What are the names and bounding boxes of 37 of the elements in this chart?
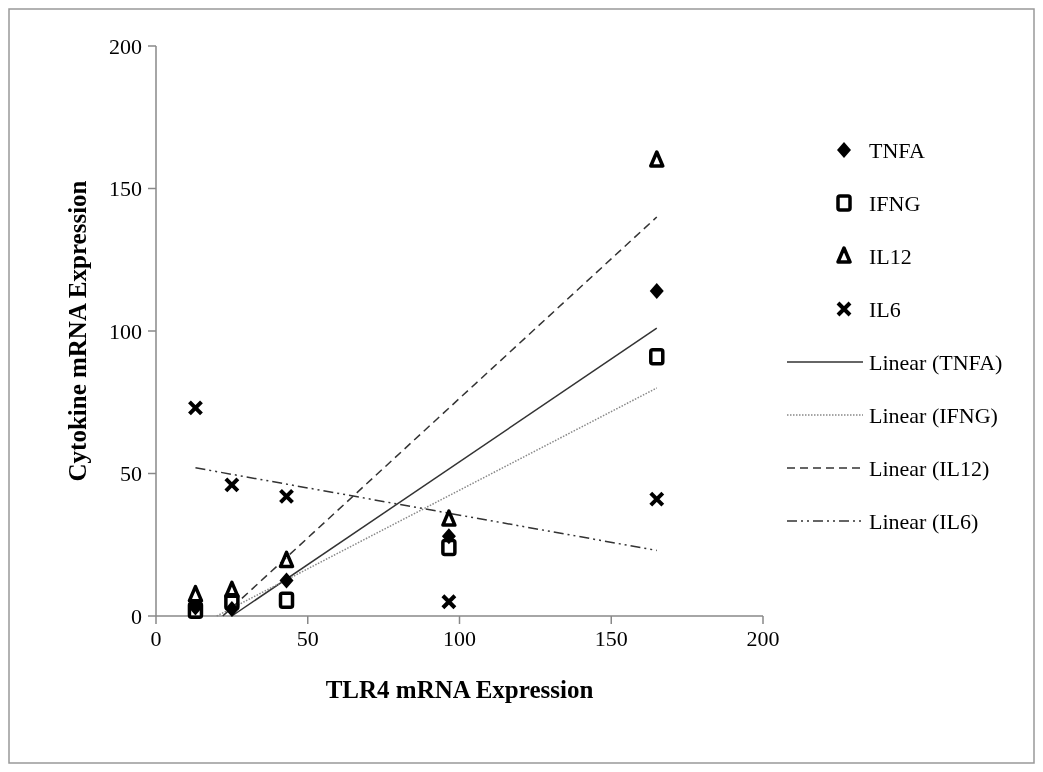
y-tick-label: 50 [120, 461, 142, 487]
legend-label: IL12 [869, 243, 912, 269]
point [649, 283, 664, 300]
point [223, 476, 240, 493]
legend-label: Linear (TNFA) [869, 349, 1003, 375]
x-tick-label: 0 [150, 626, 162, 651]
point [278, 488, 295, 505]
x-tick-label: 100 [443, 626, 476, 651]
legend-label: Linear (IL6) [869, 508, 979, 534]
point [278, 591, 295, 610]
point [441, 509, 457, 527]
legend-label: TNFA [869, 137, 925, 163]
legend-label: IL6 [869, 296, 901, 322]
y-tick-label: 200 [109, 33, 142, 59]
point [187, 584, 204, 603]
legend-label: IFNG [869, 190, 921, 216]
y-tick-label: 150 [109, 176, 142, 202]
point [187, 601, 204, 620]
point [441, 538, 457, 557]
x-tick-label: 200 [746, 626, 780, 651]
x-axis-title: TLR4 mRNA Expression [325, 676, 594, 703]
point [187, 399, 204, 416]
point [648, 491, 665, 508]
legend-label: Linear (IFNG) [869, 402, 998, 428]
point [649, 347, 665, 366]
point [440, 593, 457, 610]
point [649, 150, 665, 168]
y-axis-title: Cytokine mRNA Expression [64, 180, 91, 482]
legend-label: Linear (IL12) [869, 455, 990, 481]
y-tick-label: 0 [131, 603, 142, 629]
point [278, 550, 295, 569]
y-tick-label: 100 [109, 318, 142, 344]
point [224, 580, 240, 599]
x-tick-label: 50 [296, 626, 319, 651]
point [224, 593, 240, 611]
x-tick-label: 150 [594, 626, 628, 651]
point [279, 572, 294, 589]
